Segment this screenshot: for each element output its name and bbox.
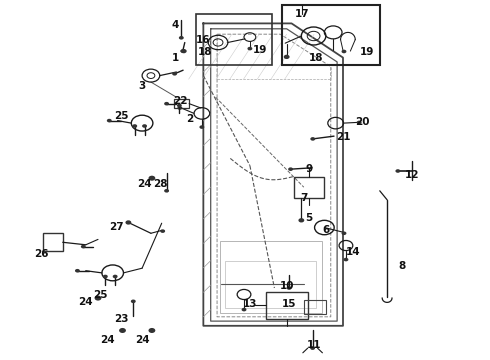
Circle shape <box>172 72 177 76</box>
Bar <box>294 177 324 198</box>
Text: 22: 22 <box>173 96 188 106</box>
Bar <box>225 261 316 308</box>
Text: 13: 13 <box>243 299 257 309</box>
Text: 19: 19 <box>252 45 267 55</box>
Circle shape <box>342 231 346 235</box>
Text: 10: 10 <box>279 281 294 291</box>
Bar <box>266 292 308 319</box>
Circle shape <box>298 218 304 222</box>
Text: 14: 14 <box>345 247 360 257</box>
Bar <box>43 233 63 251</box>
Text: 2: 2 <box>187 114 194 124</box>
Circle shape <box>395 169 400 173</box>
Bar <box>196 14 272 65</box>
Text: 27: 27 <box>109 222 124 232</box>
Circle shape <box>247 47 252 50</box>
Text: 21: 21 <box>336 132 350 142</box>
Circle shape <box>199 125 204 129</box>
Circle shape <box>343 258 348 261</box>
Circle shape <box>164 102 169 105</box>
Circle shape <box>131 300 136 303</box>
Text: 5: 5 <box>305 213 312 223</box>
Text: 9: 9 <box>305 164 312 174</box>
Text: 15: 15 <box>282 299 296 309</box>
Text: 7: 7 <box>300 193 308 203</box>
Text: 26: 26 <box>34 249 49 259</box>
Bar <box>304 300 326 314</box>
Circle shape <box>177 106 182 110</box>
Text: 3: 3 <box>139 81 146 91</box>
Circle shape <box>288 167 293 171</box>
Bar <box>174 99 189 108</box>
Text: 11: 11 <box>306 340 321 350</box>
Circle shape <box>75 269 80 273</box>
Circle shape <box>119 328 126 333</box>
Text: 18: 18 <box>309 53 323 63</box>
Text: 4: 4 <box>172 20 179 30</box>
Circle shape <box>95 296 101 301</box>
Circle shape <box>164 189 169 193</box>
Text: 24: 24 <box>100 335 115 345</box>
Text: 25: 25 <box>114 111 129 121</box>
Text: 1: 1 <box>172 53 179 63</box>
Text: 24: 24 <box>78 297 93 307</box>
Circle shape <box>181 49 187 53</box>
Circle shape <box>113 275 118 278</box>
Text: 18: 18 <box>197 47 212 57</box>
Text: 28: 28 <box>153 179 168 189</box>
Text: 17: 17 <box>295 9 310 19</box>
Circle shape <box>107 119 112 122</box>
Circle shape <box>310 137 315 141</box>
Text: 6: 6 <box>322 225 329 235</box>
Text: 19: 19 <box>359 47 374 57</box>
Text: 8: 8 <box>398 261 405 271</box>
Circle shape <box>284 55 290 59</box>
Circle shape <box>177 104 182 107</box>
Circle shape <box>310 346 315 350</box>
Circle shape <box>81 245 86 248</box>
Text: 16: 16 <box>196 35 211 45</box>
Circle shape <box>357 121 362 124</box>
Circle shape <box>125 220 131 225</box>
Circle shape <box>148 176 155 181</box>
Circle shape <box>103 275 108 278</box>
Text: 25: 25 <box>93 290 108 300</box>
Circle shape <box>132 124 137 128</box>
Circle shape <box>179 36 184 40</box>
Circle shape <box>242 308 246 311</box>
Text: 24: 24 <box>135 335 149 345</box>
Text: 12: 12 <box>404 170 419 180</box>
Circle shape <box>148 328 155 333</box>
Text: 20: 20 <box>355 117 370 127</box>
Circle shape <box>180 49 185 53</box>
Circle shape <box>342 50 346 53</box>
Circle shape <box>287 286 292 290</box>
Text: 24: 24 <box>137 179 152 189</box>
Text: 23: 23 <box>114 314 129 324</box>
Circle shape <box>160 229 165 233</box>
Circle shape <box>142 124 147 128</box>
Bar <box>282 5 380 65</box>
Bar <box>220 241 322 313</box>
